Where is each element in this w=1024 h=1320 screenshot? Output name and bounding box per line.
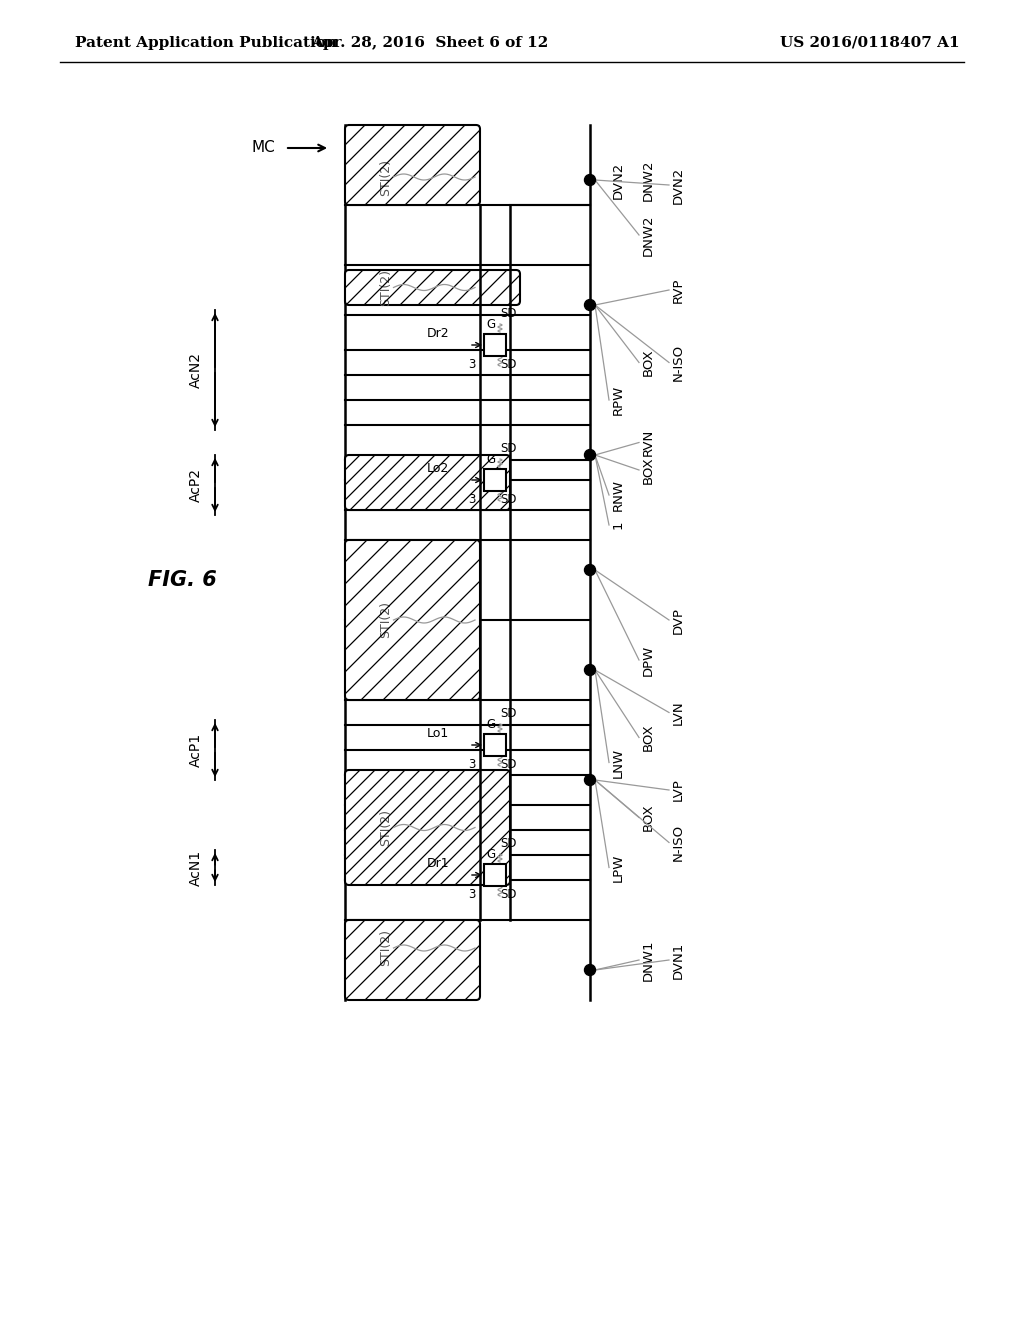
Text: MC: MC [251, 140, 275, 156]
Text: DNW2: DNW2 [642, 214, 655, 256]
FancyBboxPatch shape [345, 920, 480, 1001]
Text: 3: 3 [468, 358, 476, 371]
Text: DVN2: DVN2 [672, 166, 685, 203]
Circle shape [585, 565, 596, 576]
Text: RVP: RVP [672, 277, 685, 302]
FancyBboxPatch shape [345, 271, 520, 305]
Text: DPW: DPW [642, 644, 655, 676]
Text: Dr2: Dr2 [426, 327, 449, 341]
FancyBboxPatch shape [345, 770, 510, 884]
Bar [484, 734, 506, 756]
Text: DVN1: DVN1 [672, 941, 685, 978]
Text: SD: SD [500, 442, 516, 455]
Text: Lo2: Lo2 [427, 462, 449, 475]
Text: AcP2: AcP2 [189, 469, 203, 502]
Text: G: G [486, 453, 496, 466]
Text: SD: SD [500, 492, 516, 506]
FancyBboxPatch shape [345, 540, 480, 700]
Text: Dr1: Dr1 [426, 857, 449, 870]
Text: STI(2): STI(2) [379, 602, 392, 639]
Text: AcN2: AcN2 [189, 352, 203, 388]
Text: Lo1: Lo1 [427, 727, 449, 741]
Text: AcP1: AcP1 [189, 733, 203, 767]
Text: STI(2): STI(2) [379, 929, 392, 966]
Text: RVN: RVN [642, 429, 655, 457]
FancyBboxPatch shape [345, 125, 480, 205]
Text: LPW: LPW [612, 853, 625, 882]
Text: SD: SD [500, 758, 516, 771]
Circle shape [585, 450, 596, 461]
Text: STI(2): STI(2) [379, 269, 392, 306]
Circle shape [585, 775, 596, 785]
Text: BOX: BOX [642, 723, 655, 751]
Text: STI(2): STI(2) [379, 809, 392, 846]
Text: G: G [486, 718, 496, 731]
Text: SD: SD [500, 708, 516, 719]
Text: DNW2: DNW2 [642, 160, 655, 201]
Text: Patent Application Publication: Patent Application Publication [75, 36, 337, 50]
Text: LVP: LVP [672, 779, 685, 801]
Text: US 2016/0118407 A1: US 2016/0118407 A1 [780, 36, 959, 50]
Text: SD: SD [500, 888, 516, 902]
Text: FIG. 6: FIG. 6 [148, 570, 217, 590]
FancyBboxPatch shape [345, 455, 510, 510]
Text: SD: SD [500, 308, 516, 319]
Text: Apr. 28, 2016  Sheet 6 of 12: Apr. 28, 2016 Sheet 6 of 12 [311, 36, 549, 50]
Text: N-ISO: N-ISO [672, 824, 685, 861]
Text: BOX: BOX [642, 804, 655, 832]
Text: G: G [486, 847, 496, 861]
Bar [345, 271, 520, 305]
Text: 3: 3 [468, 758, 476, 771]
Text: DVN2: DVN2 [612, 161, 625, 198]
Text: SD: SD [500, 837, 516, 850]
Bar [345, 455, 510, 510]
Text: STI(2): STI(2) [379, 158, 392, 195]
Circle shape [585, 965, 596, 975]
Text: RNW: RNW [612, 479, 625, 511]
Text: G: G [486, 318, 496, 331]
Circle shape [585, 664, 596, 676]
Text: LNW: LNW [612, 747, 625, 777]
Text: SD: SD [500, 358, 516, 371]
Text: DNW1: DNW1 [642, 940, 655, 981]
Bar [345, 770, 510, 884]
Bar [484, 469, 506, 491]
Text: AcN1: AcN1 [189, 850, 203, 886]
Bar [484, 865, 506, 886]
Circle shape [585, 174, 596, 186]
Bar [345, 920, 480, 1001]
Bar [345, 125, 480, 205]
Text: LVN: LVN [672, 700, 685, 725]
Text: 1: 1 [612, 521, 625, 529]
Text: DVP: DVP [672, 606, 685, 634]
Text: BOX: BOX [642, 457, 655, 484]
Text: 3: 3 [468, 492, 476, 506]
Text: 3: 3 [468, 888, 476, 902]
Text: N-ISO: N-ISO [672, 345, 685, 381]
Bar [345, 540, 480, 700]
Circle shape [585, 300, 596, 310]
Text: RPW: RPW [612, 385, 625, 414]
Text: BOX: BOX [642, 348, 655, 376]
Bar [484, 334, 506, 356]
